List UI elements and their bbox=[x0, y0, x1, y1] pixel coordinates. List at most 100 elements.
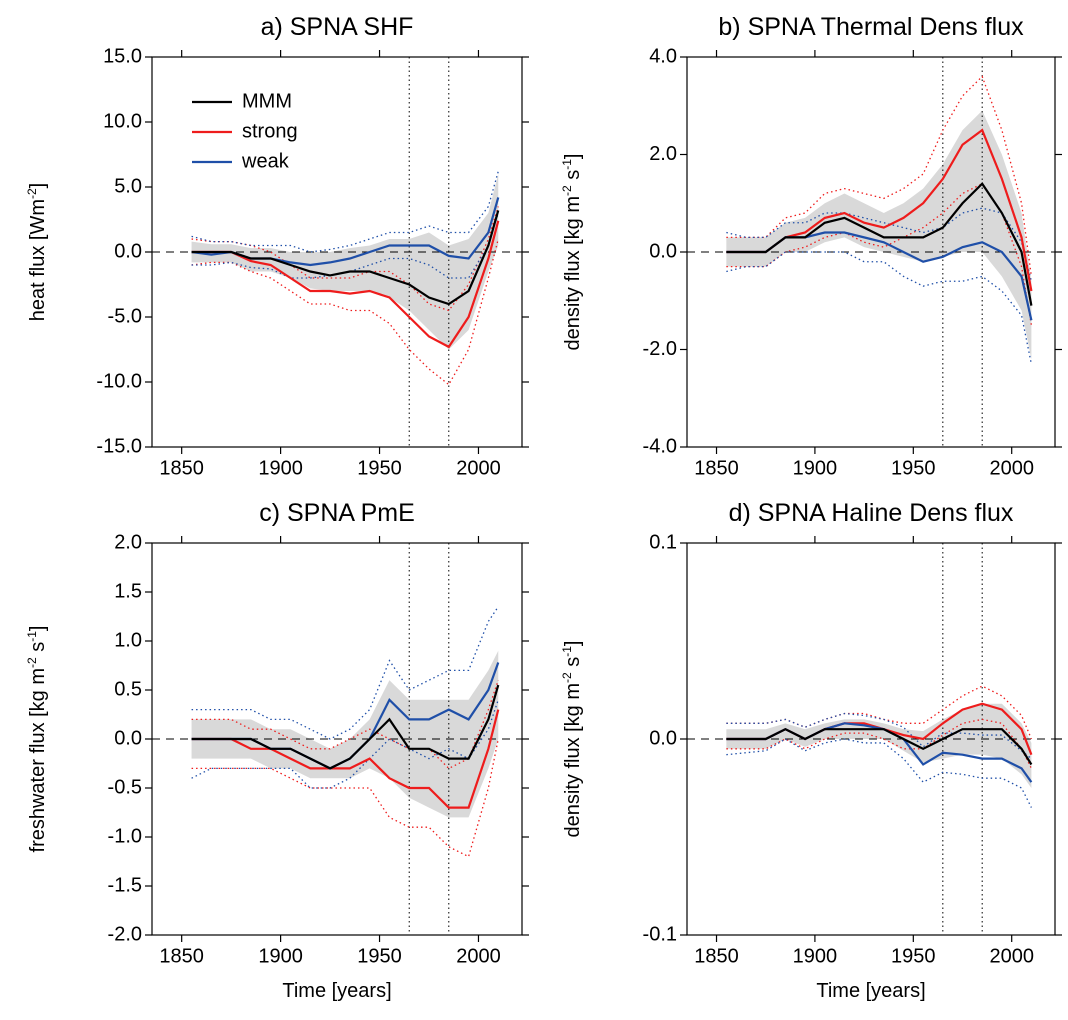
y-tick-label: -0.1 bbox=[643, 923, 677, 945]
y-axis-label-part: ] bbox=[27, 183, 49, 189]
y-tick-label: -0.5 bbox=[108, 776, 142, 798]
spread-line bbox=[191, 171, 499, 253]
x-tick-label: 1950 bbox=[357, 945, 402, 967]
y-tick-label: 0.0 bbox=[114, 240, 142, 262]
panel: -4.0 -2.0 0.0 2.0 4.0 1850 1900 1950 2000 b) SPNA… bbox=[560, 13, 1062, 479]
x-tick-label: 2000 bbox=[456, 945, 501, 967]
x-tick-label: 1900 bbox=[258, 945, 303, 967]
x-tick-label: 1950 bbox=[891, 945, 936, 967]
x-tick-label: 1950 bbox=[891, 457, 936, 479]
x-tick-label: 2000 bbox=[989, 457, 1034, 479]
y-tick-label: 0.1 bbox=[649, 531, 677, 553]
y-tick-label: 0.0 bbox=[649, 727, 677, 749]
legend-label: MMM bbox=[242, 90, 292, 112]
spread-line bbox=[726, 251, 1033, 365]
y-axis-label-part: ] bbox=[562, 154, 584, 160]
spread-line bbox=[191, 699, 499, 789]
y-tick-label: 10.0 bbox=[103, 110, 142, 132]
y-axis-label-part: -1 bbox=[560, 646, 574, 657]
y-axis-label: density flux [kg m-2 s-1] bbox=[560, 641, 584, 838]
spread-band bbox=[191, 174, 499, 350]
y-tick-label: 2.0 bbox=[649, 143, 677, 165]
y-tick-label: -4.0 bbox=[643, 435, 677, 457]
y-tick-label: 0.0 bbox=[649, 240, 677, 262]
chart-title: c) SPNA PmE bbox=[259, 499, 415, 527]
y-tick-label: 5.0 bbox=[114, 175, 142, 197]
x-tick-label: 1850 bbox=[694, 945, 739, 967]
y-tick-label: 0.0 bbox=[114, 727, 142, 749]
y-axis-label-part: -2 bbox=[560, 672, 574, 683]
y-tick-label: -1.5 bbox=[108, 874, 142, 896]
y-tick-label: 0.5 bbox=[114, 678, 142, 700]
y-tick-label: -2.0 bbox=[643, 338, 677, 360]
y-axis-label-part: ] bbox=[562, 641, 584, 647]
y-tick-label: 1.5 bbox=[114, 580, 142, 602]
x-tick-label: 1900 bbox=[258, 457, 303, 479]
y-axis-label-part: s bbox=[27, 642, 49, 658]
x-axis-label: Time [years] bbox=[816, 980, 925, 1002]
panel: -0.1 0.0 0.1 1850 1900 1950 2000 d) SPNA Haline… bbox=[560, 499, 1062, 1002]
x-tick-label: 1900 bbox=[793, 457, 838, 479]
x-tick-label: 1850 bbox=[159, 457, 204, 479]
y-tick-label: -2.0 bbox=[108, 923, 142, 945]
plot-area bbox=[152, 57, 522, 447]
spread-band bbox=[191, 650, 499, 818]
spread-line bbox=[191, 679, 499, 770]
spread-line bbox=[726, 738, 1032, 808]
y-axis-label-part: density flux [kg m bbox=[562, 196, 584, 351]
chart-title: b) SPNA Thermal Dens flux bbox=[718, 13, 1024, 41]
plot-area bbox=[687, 57, 1055, 447]
plot-area bbox=[687, 543, 1055, 935]
y-axis-label-part: -2 bbox=[25, 188, 39, 199]
y-tick-label: 15.0 bbox=[103, 45, 142, 67]
panel: -2.0 -1.5 -1.0 -0.5 0.0 0.5 1.0 1.5 2.0 1850 1900 1… bbox=[25, 499, 529, 1002]
chart-title: a) SPNA SHF bbox=[261, 13, 414, 41]
y-axis-label-part: s bbox=[562, 657, 584, 673]
y-axis-label-part: ] bbox=[27, 626, 49, 632]
y-axis-label-part: s bbox=[562, 170, 584, 186]
x-tick-label: 2000 bbox=[989, 945, 1034, 967]
series-line bbox=[191, 210, 500, 306]
y-tick-label: 4.0 bbox=[649, 45, 677, 67]
series-line bbox=[191, 709, 500, 809]
y-axis-label-part: -2 bbox=[560, 185, 574, 196]
panel: -15.0 -10.0 -5.0 0.0 5.0 10.0 15.0 1850 1900 1950… bbox=[25, 13, 529, 479]
y-axis-label-part: density flux [kg m bbox=[562, 683, 584, 838]
spread-line bbox=[191, 606, 499, 740]
y-axis-label-part: -2 bbox=[25, 657, 39, 668]
series-line bbox=[726, 182, 1033, 306]
x-tick-label: 2000 bbox=[456, 457, 501, 479]
spread-line bbox=[191, 206, 499, 312]
y-tick-label: 1.0 bbox=[114, 629, 142, 651]
x-tick-label: 1900 bbox=[793, 945, 838, 967]
y-tick-label: -15.0 bbox=[96, 435, 142, 457]
x-tick-label: 1950 bbox=[357, 457, 402, 479]
legend-label: strong bbox=[242, 120, 298, 142]
x-tick-label: 1850 bbox=[159, 945, 204, 967]
y-axis-label-part: -1 bbox=[25, 631, 39, 642]
legend-label: weak bbox=[241, 150, 290, 172]
y-axis-label: freshwater flux [kg m-2 s-1] bbox=[25, 626, 49, 853]
x-tick-label: 1850 bbox=[694, 457, 739, 479]
y-tick-label: -1.0 bbox=[108, 825, 142, 847]
y-tick-label: 2.0 bbox=[114, 531, 142, 553]
spread-line bbox=[726, 75, 1033, 277]
y-tick-label: -10.0 bbox=[96, 370, 142, 392]
chart-title: d) SPNA Haline Dens flux bbox=[729, 499, 1014, 527]
plot-area bbox=[152, 543, 522, 935]
y-axis-label-part: -1 bbox=[560, 159, 574, 170]
series-line bbox=[191, 684, 500, 770]
spread-band bbox=[726, 703, 1032, 788]
spread-line bbox=[191, 238, 499, 386]
spread-line bbox=[726, 712, 1032, 760]
y-axis-label: density flux [kg m-2 s-1] bbox=[560, 154, 584, 351]
y-tick-label: -5.0 bbox=[108, 305, 142, 327]
y-axis-label: heat flux [Wm-2] bbox=[25, 183, 49, 322]
series-line bbox=[191, 220, 500, 349]
spread-line bbox=[191, 738, 499, 858]
series-line bbox=[726, 727, 1033, 766]
y-axis-label-part: freshwater flux [kg m bbox=[27, 668, 49, 853]
x-axis-label: Time [years] bbox=[282, 980, 391, 1002]
y-axis-label-part: heat flux [Wm bbox=[27, 199, 49, 321]
